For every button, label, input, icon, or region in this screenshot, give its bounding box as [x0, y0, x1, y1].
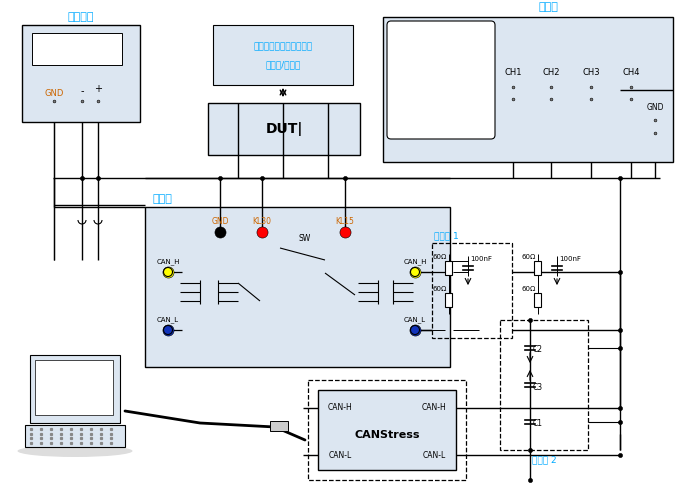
Bar: [500, 320, 588, 450]
Bar: [445, 293, 453, 307]
Text: 可选框 2: 可选框 2: [532, 456, 556, 464]
Text: CAN-H: CAN-H: [327, 404, 352, 412]
Bar: [32, 33, 122, 65]
Text: CH2: CH2: [543, 67, 560, 77]
Bar: [270, 421, 288, 431]
Text: 60Ω: 60Ω: [521, 254, 536, 260]
Text: 100nF: 100nF: [559, 256, 581, 262]
Ellipse shape: [18, 445, 132, 457]
Bar: [30, 355, 120, 423]
Text: 100nF: 100nF: [470, 256, 492, 262]
Bar: [308, 380, 466, 480]
Text: CH4: CH4: [622, 67, 640, 77]
Text: C3: C3: [533, 382, 543, 391]
Text: （真实/模拟）: （真实/模拟）: [265, 60, 301, 70]
Text: GND: GND: [45, 88, 64, 98]
Text: 测试盒: 测试盒: [153, 194, 173, 204]
Bar: [534, 293, 542, 307]
Text: CANStress: CANStress: [354, 430, 420, 440]
Text: CAN-H: CAN-H: [422, 404, 447, 412]
Bar: [22, 25, 140, 122]
Text: -: -: [80, 86, 84, 96]
Text: +: +: [94, 84, 102, 94]
Bar: [318, 390, 456, 470]
Text: CAN_L: CAN_L: [157, 317, 179, 324]
Text: CAN_H: CAN_H: [403, 259, 427, 265]
Text: 示波器: 示波器: [538, 2, 558, 12]
Text: 直流电源: 直流电源: [68, 12, 95, 22]
Bar: [208, 103, 360, 155]
Text: 外围输入输出电气零部件: 外围输入输出电气零部件: [253, 43, 312, 52]
Text: 60Ω: 60Ω: [433, 254, 447, 260]
Bar: [445, 261, 453, 275]
Bar: [383, 17, 673, 162]
Text: KL30: KL30: [253, 218, 271, 226]
Text: GND: GND: [646, 103, 664, 111]
Text: CAN_H: CAN_H: [156, 259, 179, 265]
Bar: [145, 207, 450, 367]
FancyBboxPatch shape: [387, 21, 495, 139]
Text: C1: C1: [533, 419, 543, 429]
Text: 60Ω: 60Ω: [521, 286, 536, 292]
Text: CAN_L: CAN_L: [404, 317, 426, 324]
Text: GND: GND: [211, 218, 229, 226]
Text: CH1: CH1: [504, 67, 522, 77]
Text: 可选框 1: 可选框 1: [434, 231, 459, 241]
Bar: [534, 261, 542, 275]
Text: SW: SW: [299, 234, 311, 243]
Text: CAN-L: CAN-L: [423, 451, 446, 460]
Text: 60Ω: 60Ω: [433, 286, 447, 292]
Text: KL15: KL15: [336, 218, 354, 226]
Bar: [432, 243, 512, 338]
Bar: [213, 25, 353, 85]
Bar: [35, 360, 113, 415]
Bar: [25, 425, 125, 447]
Text: CAN-L: CAN-L: [328, 451, 351, 460]
Text: DUT|: DUT|: [265, 122, 303, 136]
Text: C2: C2: [533, 346, 543, 355]
Text: CH3: CH3: [582, 67, 600, 77]
